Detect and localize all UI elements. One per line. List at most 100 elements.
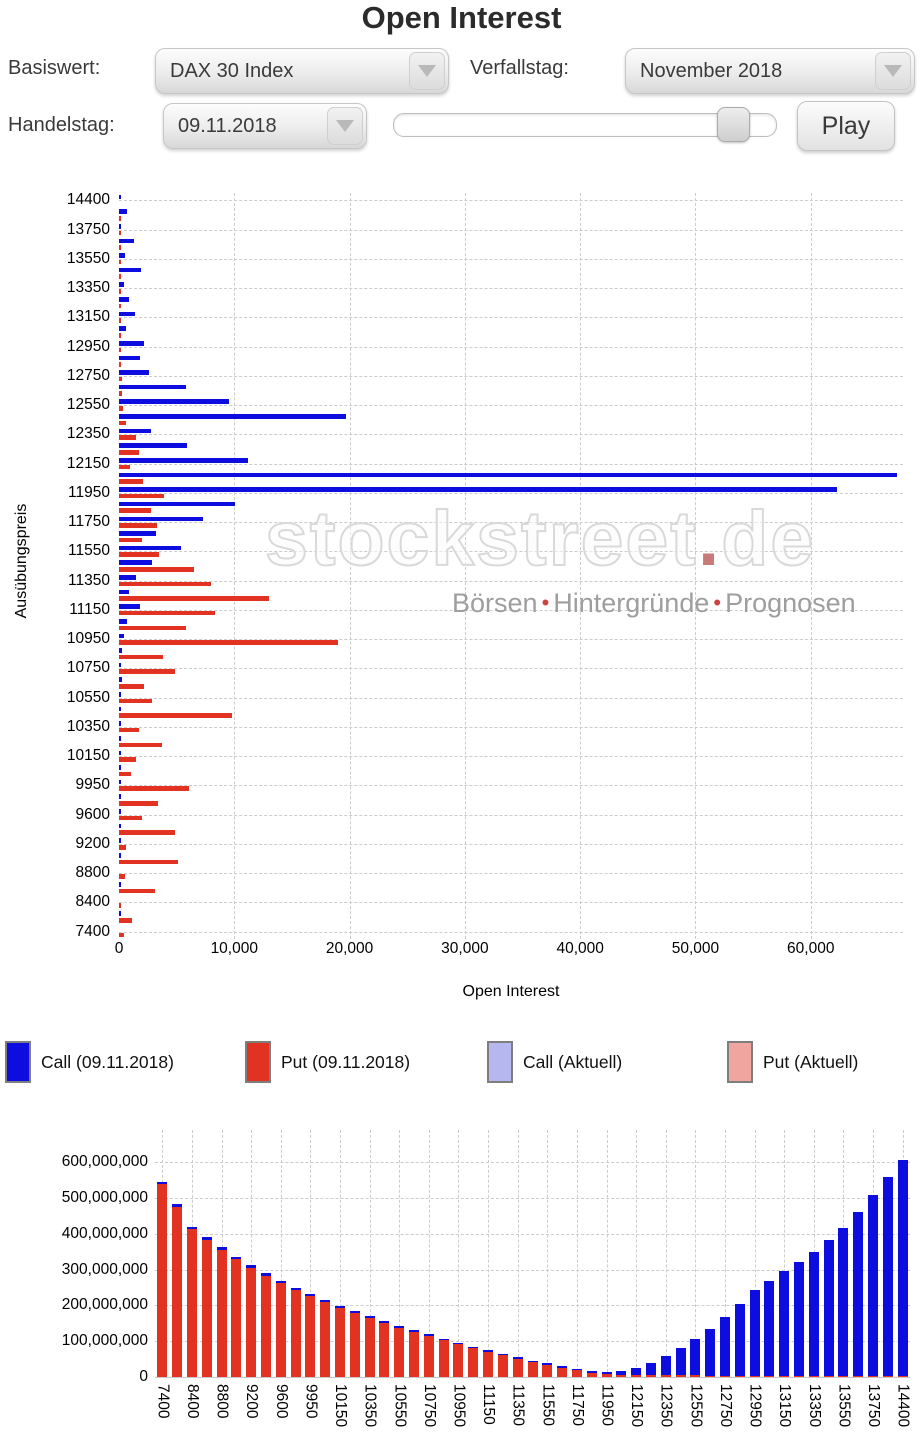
call-bar [119,618,128,624]
legend-swatch [5,1041,31,1083]
call-bar [119,223,121,229]
put-stack-bar [187,1229,197,1377]
call-stack-bar [305,1293,316,1297]
put-bar [119,640,339,645]
main-x-tick-label: 20,000 [325,940,374,957]
call-stack-bar [734,1303,745,1376]
main-y-tick-label: 10550 [66,688,110,706]
bottom-x-tick-label: 10550 [391,1384,409,1428]
bottom-x-tick-label: 9600 [272,1384,290,1419]
legend-label: Call (Aktuell) [523,1051,623,1072]
bottom-gridline-h [155,1198,910,1199]
main-y-tick-label: 11750 [68,513,110,531]
main-gridline-h [119,288,903,290]
main-gridline-h [119,697,903,699]
put-stack-bar [882,1376,893,1377]
call-stack-bar [231,1256,242,1260]
play-button[interactable]: Play [797,101,895,151]
bottom-gridline-h [155,1162,910,1164]
call-stack-bar [468,1346,479,1349]
call-bar [119,721,121,726]
chevron-down-icon[interactable] [875,52,911,90]
put-stack-bar [423,1336,434,1377]
main-gridline-h [119,375,903,377]
main-chart-plot [119,193,903,939]
put-bar [119,537,143,543]
bottom-gridline-v [517,1130,519,1377]
verfallstag-dropdown[interactable]: November 2018 [625,48,915,94]
main-gridline-h [119,434,903,436]
call-stack-bar [290,1287,301,1290]
call-bar [119,326,126,331]
main-gridline-h [119,814,903,816]
main-y-tick-label: 11550 [68,542,110,560]
bottom-gridline-v [576,1130,578,1377]
put-bar [119,903,121,909]
put-bar [119,362,122,367]
call-bar [119,750,121,756]
date-slider-handle[interactable] [716,107,750,142]
put-bar [119,844,126,850]
put-bar [119,669,176,674]
put-stack-bar [231,1259,242,1377]
put-stack-bar [394,1327,405,1377]
call-bar [119,545,182,551]
main-gridline-h [119,258,903,260]
bottom-x-tick-label: 7400 [154,1384,172,1419]
put-bar [119,698,153,704]
date-slider-track[interactable] [393,113,777,137]
main-y-tick-label: 10750 [66,659,110,677]
put-stack-bar [793,1376,804,1377]
put-bar [119,303,121,309]
bottom-x-tick-label: 11150 [480,1384,498,1425]
main-gridline-v [695,193,697,939]
chevron-down-icon[interactable] [327,107,363,145]
main-y-tick-label: 9200 [75,834,110,852]
put-bar [119,713,232,718]
call-stack-bar [261,1273,272,1276]
put-stack-bar [320,1302,331,1377]
call-stack-bar [438,1338,449,1341]
put-stack-bar [305,1296,316,1377]
put-stack-bar [246,1267,257,1377]
put-bar [119,332,121,338]
main-gridline-h [119,405,903,407]
put-bar [119,757,137,762]
put-bar [119,742,162,748]
call-bar [119,765,121,770]
call-stack-bar [719,1316,730,1376]
put-stack-bar [705,1375,716,1377]
bottom-x-tick-label: 13750 [864,1384,882,1428]
chevron-down-icon[interactable] [409,52,445,90]
main-x-tick-label: 30,000 [441,940,489,957]
put-stack-bar [512,1358,523,1377]
call-stack-bar [187,1226,197,1230]
put-stack-bar [734,1375,745,1377]
call-stack-bar [453,1342,464,1345]
put-stack-bar [453,1344,464,1377]
put-stack-bar [497,1355,508,1377]
main-y-tick-label: 7400 [75,922,110,940]
call-bar [119,589,130,595]
call-bar [119,282,124,288]
bottom-x-tick-label: 8400 [184,1384,201,1419]
main-gridline-h [119,726,903,728]
call-bar [119,633,124,639]
put-bar [119,918,132,923]
verfallstag-label: Verfallstag: [470,57,569,79]
basiswert-dropdown[interactable]: DAX 30 Index [155,48,449,94]
put-stack-bar [290,1290,301,1377]
call-bar [119,487,838,492]
bottom-x-tick-label: 13150 [776,1384,794,1428]
basiswert-label: Basiswert: [8,57,101,79]
main-y-tick-label: 13550 [66,249,110,267]
call-bar [119,414,347,419]
main-gridline-h [119,522,903,524]
handelstag-dropdown[interactable]: 09.11.2018 [163,103,367,149]
put-bar [119,610,215,616]
main-y-tick-label: 10350 [66,717,110,735]
call-stack-bar [749,1290,760,1376]
bottom-gridline-v [488,1130,490,1377]
put-bar [119,830,176,835]
main-gridline-h [119,931,903,933]
